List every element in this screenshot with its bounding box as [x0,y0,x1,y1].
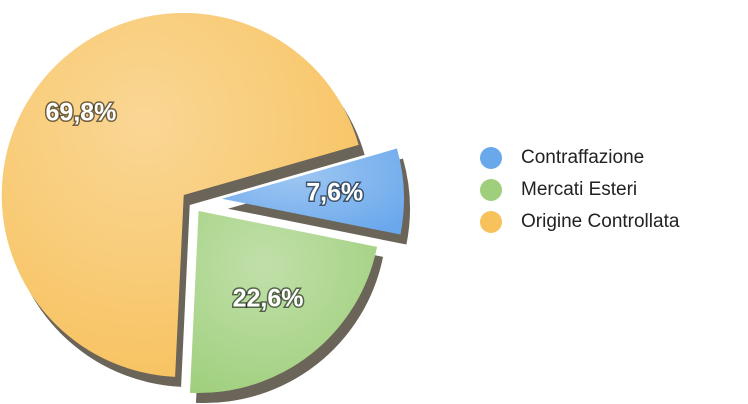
slice-shine [1,13,359,377]
legend-swatch [480,147,502,169]
legend-label: Mercati Esteri [521,179,637,200]
slice-label: 69,8% [46,98,117,126]
slice-label: 22,6% [233,285,304,313]
legend-label: Contraffazione [521,147,644,168]
legend: Contraffazione Mercati Esteri Origine Cont… [480,147,680,233]
slice-label: 7,6% [306,179,363,207]
legend-swatch [480,179,502,201]
labels: 7,6% 22,6% 69,8% [44,97,365,314]
slice-shine [189,211,378,394]
legend-swatch [480,211,502,233]
legend-label: Origine Controllata [521,211,680,232]
pie [1,13,410,404]
slice-shine [221,148,404,235]
